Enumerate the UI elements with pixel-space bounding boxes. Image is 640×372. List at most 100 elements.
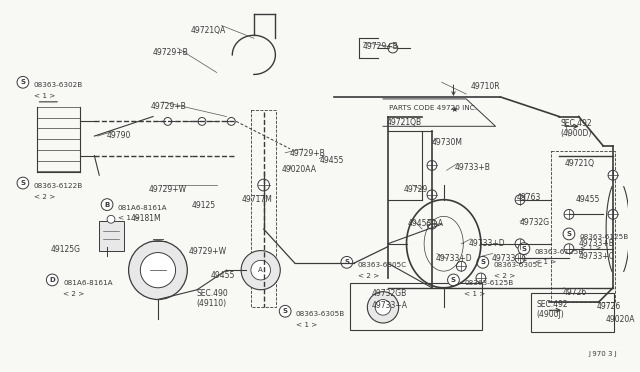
- Text: SEC.490: SEC.490: [196, 289, 228, 298]
- Text: S: S: [20, 79, 26, 85]
- Text: 49729+B: 49729+B: [290, 149, 326, 158]
- Text: 49733+D: 49733+D: [436, 254, 472, 263]
- Text: 49733+B: 49733+B: [454, 163, 490, 173]
- Circle shape: [456, 262, 466, 271]
- Circle shape: [427, 161, 437, 170]
- Text: < 1 >: < 1 >: [534, 259, 556, 265]
- Text: < 2 >: < 2 >: [493, 273, 515, 279]
- Text: 49717M: 49717M: [241, 195, 272, 204]
- Circle shape: [47, 274, 58, 286]
- Text: 08363-6125B: 08363-6125B: [534, 248, 584, 254]
- Circle shape: [515, 195, 525, 205]
- Circle shape: [101, 199, 113, 211]
- Text: S: S: [451, 277, 456, 283]
- Text: < 2 >: < 2 >: [34, 194, 55, 200]
- Circle shape: [608, 209, 618, 219]
- Text: < 1 >: < 1 >: [118, 215, 140, 221]
- Text: 08363-6125B: 08363-6125B: [580, 234, 629, 240]
- Text: 49710R: 49710R: [471, 82, 500, 91]
- Text: A: A: [259, 267, 263, 273]
- Text: 49181M: 49181M: [131, 214, 161, 223]
- Text: D: D: [49, 277, 55, 283]
- Circle shape: [518, 243, 530, 254]
- Text: 49455: 49455: [319, 155, 344, 165]
- Text: 49721QB: 49721QB: [387, 118, 422, 128]
- Circle shape: [515, 239, 525, 248]
- Text: 49729+W: 49729+W: [148, 185, 186, 194]
- Text: < 1 >: < 1 >: [464, 291, 486, 297]
- Text: (49110): (49110): [196, 299, 227, 308]
- Text: 49455: 49455: [576, 195, 600, 204]
- Text: 081A6-8161A: 081A6-8161A: [63, 280, 113, 286]
- Text: 49729+B: 49729+B: [150, 102, 186, 111]
- Circle shape: [164, 118, 172, 125]
- Text: 49453+A: 49453+A: [408, 219, 444, 228]
- Text: 49790: 49790: [107, 131, 131, 140]
- Circle shape: [107, 215, 115, 223]
- Circle shape: [375, 299, 391, 315]
- Text: 49020AA: 49020AA: [281, 166, 316, 174]
- Text: SEC.492: SEC.492: [537, 301, 568, 310]
- Text: 49726: 49726: [596, 302, 621, 311]
- Text: S: S: [522, 246, 527, 251]
- Circle shape: [17, 177, 29, 189]
- Circle shape: [564, 209, 574, 219]
- Circle shape: [17, 76, 29, 88]
- Text: SEC.492: SEC.492: [560, 119, 592, 128]
- Text: 49732GB: 49732GB: [371, 289, 406, 298]
- Text: 49733+A: 49733+A: [371, 301, 407, 311]
- Text: 49733+C: 49733+C: [492, 254, 527, 263]
- Text: J 970 3 J: J 970 3 J: [589, 352, 617, 357]
- Text: 08363-6302B: 08363-6302B: [34, 82, 83, 88]
- Circle shape: [251, 260, 271, 280]
- Text: 49730M: 49730M: [432, 138, 463, 147]
- Circle shape: [564, 244, 574, 254]
- Bar: [551, 151, 615, 302]
- Text: 49721QA: 49721QA: [190, 26, 225, 35]
- Text: 49726: 49726: [563, 288, 588, 297]
- Text: 49729+W: 49729+W: [188, 247, 227, 256]
- Text: 08363-6305C: 08363-6305C: [358, 262, 407, 268]
- Circle shape: [198, 118, 206, 125]
- Circle shape: [367, 292, 399, 323]
- Text: 49020A: 49020A: [606, 315, 636, 324]
- Circle shape: [341, 256, 353, 268]
- Text: S: S: [283, 308, 287, 314]
- Circle shape: [477, 256, 489, 268]
- Text: < 1 >: < 1 >: [34, 93, 55, 99]
- Circle shape: [129, 241, 188, 299]
- Circle shape: [427, 219, 437, 229]
- Circle shape: [227, 118, 236, 125]
- Text: 08363-6305C: 08363-6305C: [493, 262, 543, 268]
- Text: < 1 >: < 1 >: [296, 322, 317, 328]
- Text: 081A6-8161A: 081A6-8161A: [118, 205, 168, 211]
- Bar: [99, 221, 124, 251]
- Text: 49455: 49455: [211, 271, 235, 280]
- Text: 49125: 49125: [191, 201, 215, 210]
- Text: < 2 >: < 2 >: [358, 273, 379, 279]
- Text: B: B: [104, 202, 109, 208]
- Text: 49729+B: 49729+B: [362, 42, 398, 51]
- Bar: [531, 293, 614, 332]
- Circle shape: [140, 253, 175, 288]
- Text: 49733+B: 49733+B: [579, 239, 614, 248]
- Text: 49733+C: 49733+C: [579, 251, 615, 260]
- Text: S: S: [344, 259, 349, 265]
- Circle shape: [258, 179, 269, 191]
- Circle shape: [563, 228, 575, 240]
- Text: 49125G: 49125G: [51, 245, 80, 254]
- Circle shape: [608, 170, 618, 180]
- Text: 08363-6125B: 08363-6125B: [464, 280, 513, 286]
- Text: ★: ★: [451, 105, 458, 114]
- Text: 49732G: 49732G: [520, 218, 550, 227]
- Text: (4900D): (4900D): [560, 129, 591, 138]
- Text: 08363-6122B: 08363-6122B: [34, 183, 83, 189]
- Circle shape: [241, 251, 280, 290]
- Text: 49729: 49729: [404, 185, 428, 194]
- Circle shape: [515, 254, 525, 263]
- Bar: [251, 110, 276, 307]
- Text: < 1 >: < 1 >: [580, 245, 601, 251]
- Text: 49721Q: 49721Q: [565, 158, 595, 168]
- Circle shape: [476, 273, 486, 283]
- Text: 49763: 49763: [517, 193, 541, 202]
